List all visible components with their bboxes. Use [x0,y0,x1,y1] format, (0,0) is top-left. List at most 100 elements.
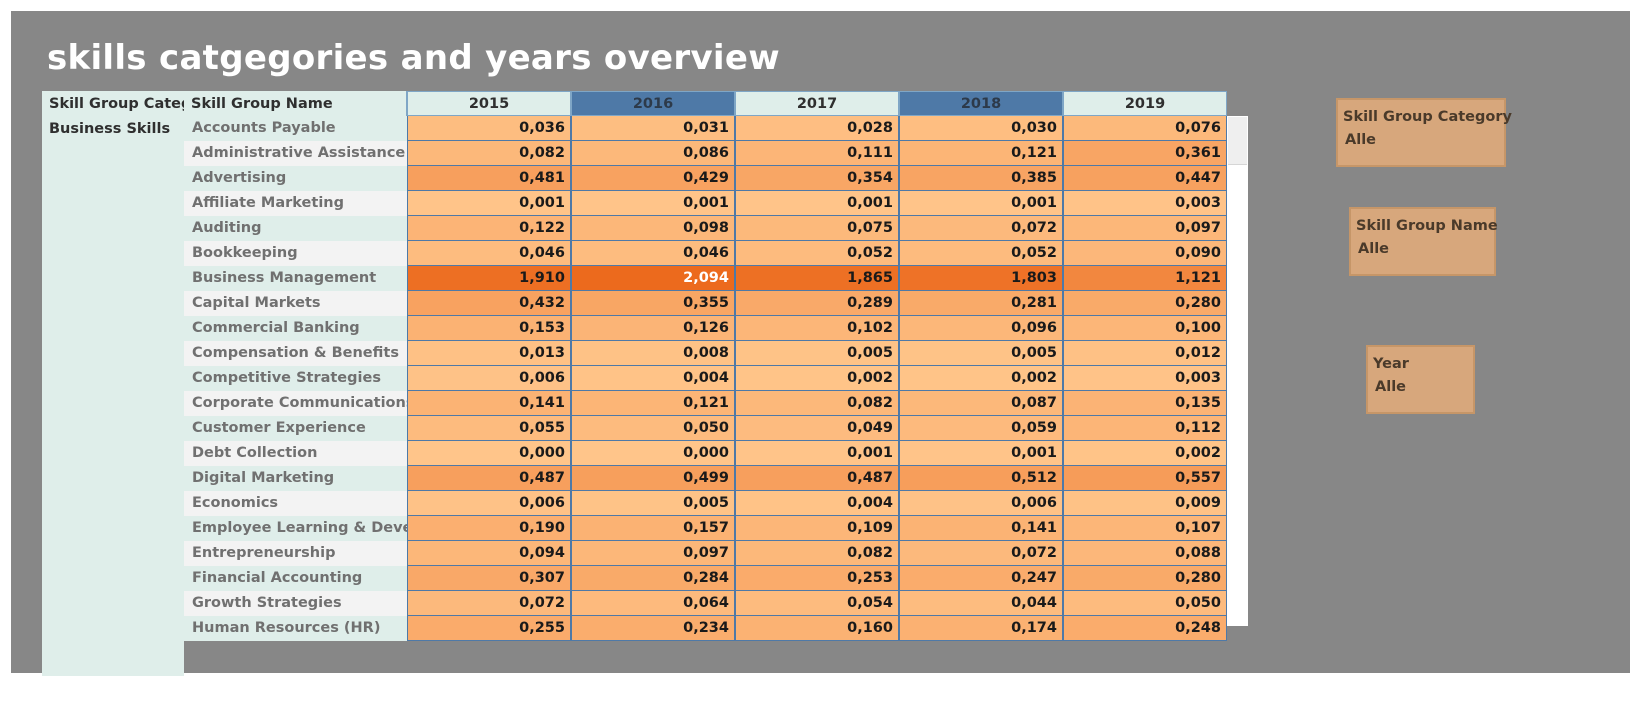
value-cell[interactable]: 0,157 [571,516,735,541]
value-cell[interactable]: 0,064 [571,591,735,616]
value-cell[interactable]: 0,429 [571,166,735,191]
value-cell[interactable]: 0,097 [1063,216,1227,241]
value-cell[interactable]: 0,046 [571,241,735,266]
header-year-2015[interactable]: 2015 [407,91,571,116]
value-cell[interactable]: 0,481 [407,166,571,191]
value-cell[interactable]: 0,001 [735,441,899,466]
skill-name[interactable]: Customer Experience [184,416,407,441]
value-cell[interactable]: 0,121 [899,141,1063,166]
value-cell[interactable]: 0,141 [407,391,571,416]
value-cell[interactable]: 0,005 [735,341,899,366]
value-cell[interactable]: 0,512 [899,466,1063,491]
filter-year[interactable]: Year Alle [1366,345,1475,414]
value-cell[interactable]: 0,075 [735,216,899,241]
skill-name[interactable]: Bookkeeping [184,241,407,266]
value-cell[interactable]: 0,122 [407,216,571,241]
value-cell[interactable]: 0,112 [1063,416,1227,441]
value-cell[interactable]: 0,002 [899,366,1063,391]
value-cell[interactable]: 0,385 [899,166,1063,191]
value-cell[interactable]: 0,000 [571,441,735,466]
value-cell[interactable]: 0,082 [735,541,899,566]
value-cell[interactable]: 0,028 [735,116,899,141]
header-skill-group-category[interactable]: Skill Group Categ.. [42,91,184,116]
value-cell[interactable]: 0,009 [1063,491,1227,516]
value-cell[interactable]: 0,082 [735,391,899,416]
header-skill-group-name[interactable]: Skill Group Name [184,91,407,116]
header-year-2017[interactable]: 2017 [735,91,899,116]
value-cell[interactable]: 0,355 [571,291,735,316]
value-cell[interactable]: 0,109 [735,516,899,541]
value-cell[interactable]: 0,100 [1063,316,1227,341]
value-cell[interactable]: 0,046 [407,241,571,266]
value-cell[interactable]: 0,253 [735,566,899,591]
value-cell[interactable]: 0,005 [899,341,1063,366]
header-year-2016[interactable]: 2016 [571,91,735,116]
skill-name[interactable]: Auditing [184,216,407,241]
value-cell[interactable]: 0,160 [735,616,899,641]
value-cell[interactable]: 0,003 [1063,191,1227,216]
skill-name[interactable]: Employee Learning & Develop.. [184,516,407,541]
filter-year-value[interactable]: Alle [1375,379,1406,395]
value-cell[interactable]: 1,865 [735,266,899,291]
value-cell[interactable]: 0,003 [1063,366,1227,391]
value-cell[interactable]: 0,076 [1063,116,1227,141]
value-cell[interactable]: 0,005 [571,491,735,516]
value-cell[interactable]: 0,004 [735,491,899,516]
value-cell[interactable]: 0,052 [899,241,1063,266]
value-cell[interactable]: 0,001 [571,191,735,216]
value-cell[interactable]: 0,008 [571,341,735,366]
skill-name[interactable]: Affiliate Marketing [184,191,407,216]
value-cell[interactable]: 0,247 [899,566,1063,591]
value-cell[interactable]: 0,111 [735,141,899,166]
value-cell[interactable]: 0,255 [407,616,571,641]
skill-name[interactable]: Growth Strategies [184,591,407,616]
value-cell[interactable]: 0,031 [571,116,735,141]
value-cell[interactable]: 0,153 [407,316,571,341]
value-cell[interactable]: 0,557 [1063,466,1227,491]
skill-name[interactable]: Business Management [184,266,407,291]
value-cell[interactable]: 0,280 [1063,291,1227,316]
filter-name-value[interactable]: Alle [1358,241,1389,257]
value-cell[interactable]: 0,049 [735,416,899,441]
value-cell[interactable]: 0,013 [407,341,571,366]
value-cell[interactable]: 0,097 [571,541,735,566]
value-cell[interactable]: 0,289 [735,291,899,316]
value-cell[interactable]: 2,094 [571,266,735,291]
filter-skill-group-category[interactable]: Skill Group Category Alle [1336,98,1512,167]
skill-name[interactable]: Economics [184,491,407,516]
value-cell[interactable]: 0,050 [571,416,735,441]
value-cell[interactable]: 1,910 [407,266,571,291]
value-cell[interactable]: 0,361 [1063,141,1227,166]
value-cell[interactable]: 0,086 [571,141,735,166]
value-cell[interactable]: 0,248 [1063,616,1227,641]
value-cell[interactable]: 0,174 [899,616,1063,641]
value-cell[interactable]: 0,094 [407,541,571,566]
value-cell[interactable]: 0,447 [1063,166,1227,191]
value-cell[interactable]: 0,054 [735,591,899,616]
skill-name[interactable]: Commercial Banking [184,316,407,341]
value-cell[interactable]: 0,107 [1063,516,1227,541]
value-cell[interactable]: 0,090 [1063,241,1227,266]
skill-name[interactable]: Corporate Communications [184,391,407,416]
value-cell[interactable]: 0,001 [899,441,1063,466]
value-cell[interactable]: 0,087 [899,391,1063,416]
value-cell[interactable]: 0,487 [735,466,899,491]
value-cell[interactable]: 0,044 [899,591,1063,616]
skill-name[interactable]: Human Resources (HR) [184,616,407,641]
skill-name[interactable]: Financial Accounting [184,566,407,591]
value-cell[interactable]: 0,072 [899,216,1063,241]
value-cell[interactable]: 0,121 [571,391,735,416]
value-cell[interactable]: 0,059 [899,416,1063,441]
skill-name[interactable]: Accounts Payable [184,116,407,141]
skill-name[interactable]: Digital Marketing [184,466,407,491]
value-cell[interactable]: 0,135 [1063,391,1227,416]
value-cell[interactable]: 0,354 [735,166,899,191]
filter-category-value[interactable]: Alle [1345,132,1376,148]
value-cell[interactable]: 0,280 [1063,566,1227,591]
skill-name[interactable]: Entrepreneurship [184,541,407,566]
value-cell[interactable]: 0,002 [735,366,899,391]
value-cell[interactable]: 0,030 [899,116,1063,141]
value-cell[interactable]: 0,006 [407,366,571,391]
value-cell[interactable]: 0,012 [1063,341,1227,366]
value-cell[interactable]: 0,001 [407,191,571,216]
